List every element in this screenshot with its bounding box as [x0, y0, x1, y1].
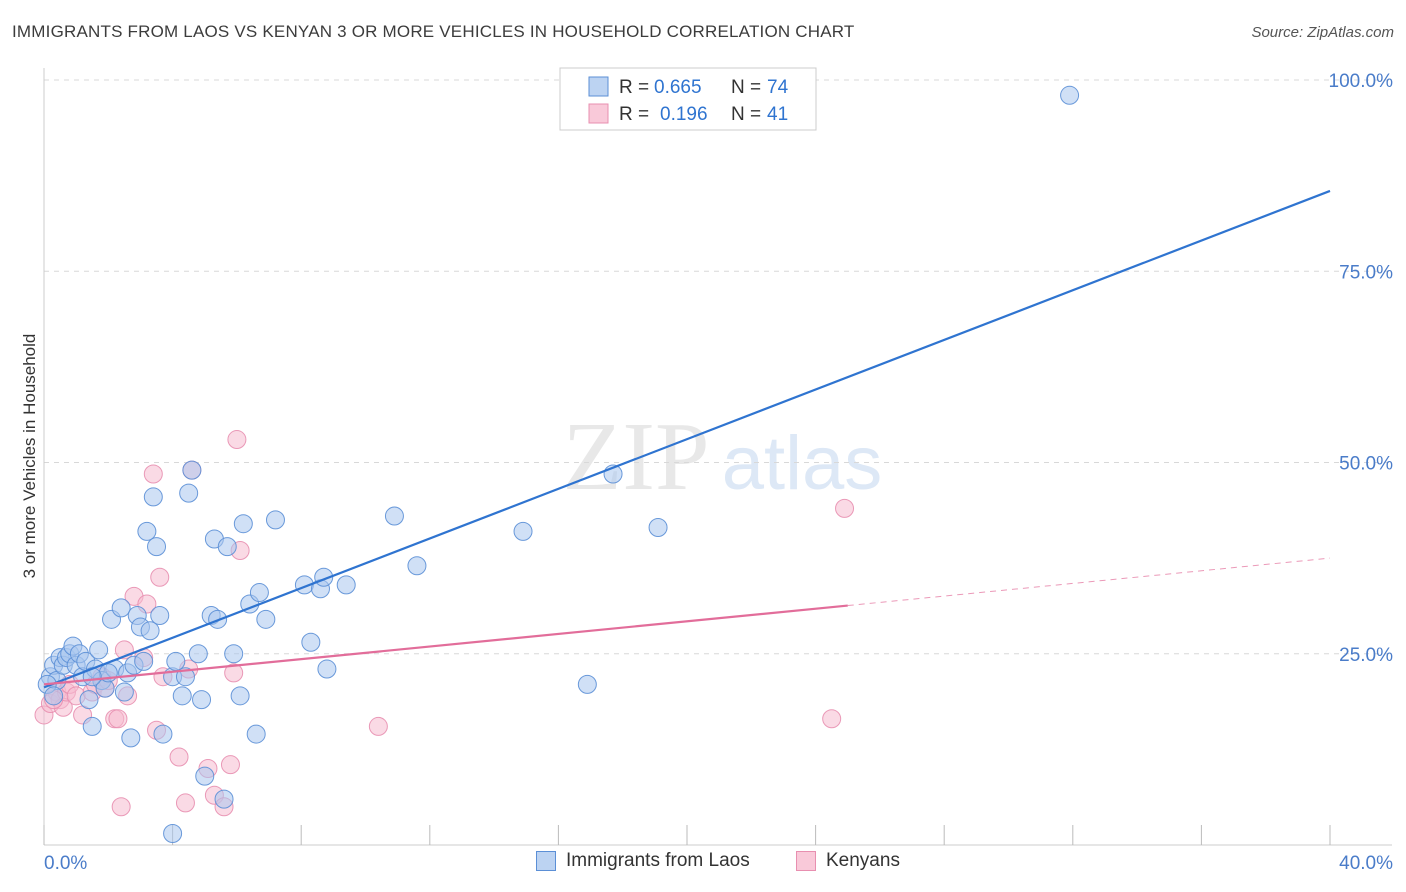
- watermark-atlas: atlas: [722, 421, 883, 506]
- kenyans-point: [169, 747, 189, 767]
- laos-point: [1060, 85, 1080, 105]
- laos-point: [153, 724, 173, 744]
- laos-point: [217, 537, 237, 557]
- laos-point: [143, 487, 163, 507]
- watermark: ZIP atlas: [563, 403, 883, 511]
- stats-legend-swatch-kenyans: [588, 103, 609, 124]
- watermark-zip: ZIP: [563, 403, 710, 511]
- axes: 25.0% 50.0% 75.0% 100.0% 0.0% 40.0%: [43, 68, 1394, 874]
- laos-point: [265, 510, 285, 530]
- kenyans-point: [822, 709, 842, 729]
- laos-point: [214, 789, 234, 809]
- stats-r-value-kenyans: 0.196: [660, 104, 708, 125]
- laos-point: [224, 644, 244, 664]
- laos-point: [577, 674, 597, 694]
- stats-r-value-laos: 0.665: [654, 77, 702, 98]
- kenyans-trend-extension: [847, 557, 1331, 607]
- laos-point: [188, 644, 208, 664]
- kenyans-point: [368, 716, 388, 736]
- laos-point: [175, 667, 195, 687]
- laos-point: [179, 483, 199, 503]
- source-label: Source: ZipAtlas.com: [1251, 24, 1394, 41]
- stats-legend: R = 0.665 N = 74 R = 0.196 N = 41: [559, 67, 817, 131]
- kenyans-point: [111, 797, 131, 817]
- laos-point: [121, 728, 141, 748]
- kenyans-point: [175, 793, 195, 813]
- laos-point: [407, 556, 427, 576]
- y-tick-label: 75.0%: [1339, 262, 1393, 283]
- laos-point: [336, 575, 356, 595]
- laos-points: [37, 85, 1080, 844]
- laos-point: [111, 598, 131, 618]
- x-tick-label-max: 40.0%: [1339, 853, 1393, 874]
- kenyans-trend-line: [43, 604, 848, 686]
- legend-label-laos: Immigrants from Laos: [566, 850, 750, 871]
- laos-point: [114, 682, 134, 702]
- legend-item-kenyans[interactable]: Kenyans: [796, 850, 900, 872]
- laos-point: [172, 686, 192, 706]
- x-tick-label-min: 0.0%: [44, 853, 87, 874]
- stats-n-label-kenyans: N =: [731, 104, 761, 125]
- kenyans-point: [224, 663, 244, 683]
- kenyans-point: [150, 567, 170, 587]
- legend-label-kenyans: Kenyans: [826, 850, 900, 871]
- laos-point: [249, 583, 269, 603]
- laos-point: [140, 621, 160, 641]
- laos-point: [79, 690, 99, 710]
- laos-point: [150, 606, 170, 625]
- stats-r-label-laos: R =: [619, 77, 649, 98]
- legend-swatch-laos: [536, 851, 556, 871]
- y-tick-label: 50.0%: [1339, 454, 1393, 475]
- stats-legend-swatch-laos: [588, 76, 609, 97]
- kenyans-point: [220, 755, 240, 775]
- stats-n-value-laos: 74: [767, 77, 789, 98]
- laos-point: [195, 766, 215, 786]
- laos-point: [301, 632, 321, 652]
- chart-title: IMMIGRANTS FROM LAOS VS KENYAN 3 OR MORE…: [12, 22, 855, 41]
- legend-item-laos[interactable]: Immigrants from Laos: [536, 850, 750, 872]
- legend-swatch-kenyans: [796, 851, 816, 871]
- stats-n-value-kenyans: 41: [767, 104, 788, 125]
- kenyans-point: [143, 464, 163, 484]
- laos-point: [89, 640, 109, 660]
- laos-point: [182, 460, 202, 480]
- laos-point: [134, 651, 154, 671]
- laos-point: [648, 518, 668, 538]
- trend-lines: [43, 189, 1331, 689]
- laos-point: [192, 690, 212, 710]
- laos-point: [513, 521, 533, 541]
- y-tick-label: 100.0%: [1329, 71, 1394, 92]
- stats-n-label-laos: N =: [731, 77, 761, 98]
- stats-r-label-kenyans: R =: [619, 104, 649, 125]
- laos-point: [163, 824, 183, 844]
- laos-trend-line: [43, 189, 1331, 689]
- laos-point: [230, 686, 250, 706]
- laos-point: [233, 514, 253, 534]
- kenyans-point: [108, 709, 128, 729]
- kenyans-point: [835, 498, 855, 518]
- grid: [44, 79, 1392, 655]
- laos-point: [384, 506, 404, 526]
- series-legend: Immigrants from Laos Kenyans: [0, 850, 1406, 880]
- laos-point: [256, 609, 276, 629]
- laos-point: [317, 659, 337, 679]
- laos-point: [166, 651, 186, 671]
- laos-point: [137, 521, 157, 541]
- laos-point: [44, 686, 64, 706]
- kenyans-point: [227, 430, 247, 450]
- laos-point: [82, 716, 102, 736]
- laos-point: [147, 537, 167, 557]
- y-tick-label: 25.0%: [1339, 645, 1393, 666]
- laos-point: [246, 724, 266, 744]
